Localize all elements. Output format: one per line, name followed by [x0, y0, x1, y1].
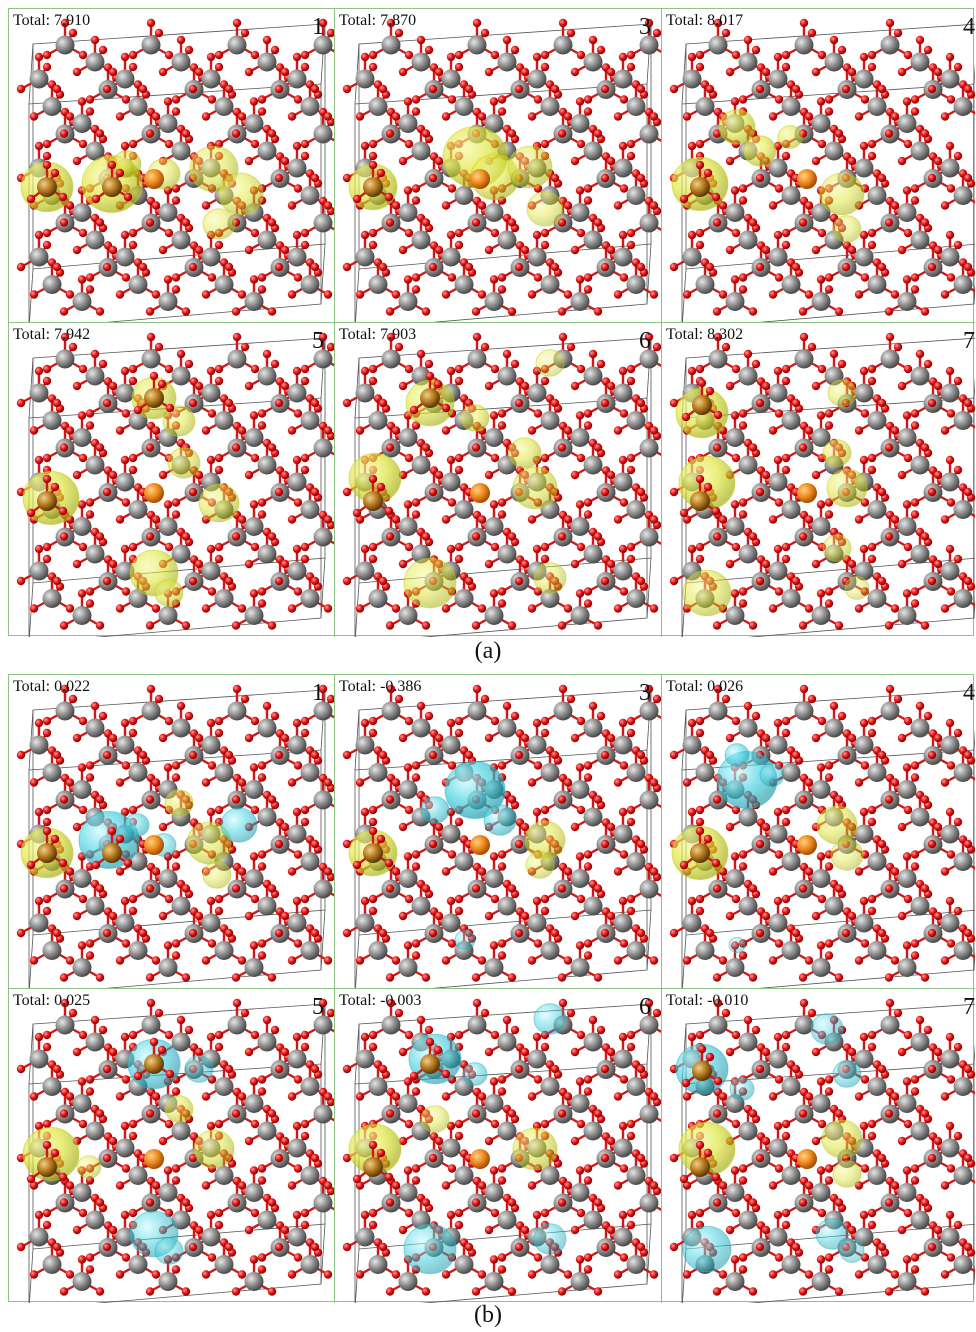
crystal-structure-diagram	[16, 998, 334, 1303]
crystal-structure-diagram	[16, 332, 334, 637]
structure-panel-7: Total: 8.302 7	[662, 323, 975, 637]
panel-number: 5	[312, 994, 324, 1020]
structure-panel-1: Total: 0.022 1	[9, 675, 335, 989]
crystal-structure-diagram	[16, 684, 334, 988]
total-charge-label: Total: 8.017	[666, 12, 744, 29]
total-charge-label: Total: 0.022	[13, 678, 91, 695]
crystal-structure-diagram	[342, 18, 661, 322]
crystal-structure-diagram	[669, 18, 975, 322]
crystal-structure-diagram	[669, 998, 975, 1303]
structure-panel-4: Total: 8.017 4	[662, 9, 975, 323]
caption-b: (b)	[474, 1302, 502, 1328]
panel-number: 7	[963, 328, 975, 354]
crystal-structure-diagram	[342, 998, 661, 1303]
panel-number: 3	[639, 680, 651, 706]
total-charge-label: Total: 7.942	[13, 326, 91, 343]
panel-number: 3	[639, 14, 651, 40]
panel-number: 6	[639, 994, 651, 1020]
panel-number: 4	[963, 680, 975, 706]
total-charge-label: Total: -0.010	[666, 992, 749, 1009]
structure-panel-3: Total: -0.386 3	[335, 675, 662, 989]
panel-number: 7	[963, 994, 975, 1020]
total-charge-label: Total: -0.003	[339, 992, 422, 1009]
panel-number: 1	[312, 680, 324, 706]
structure-panel-6: Total: 7.903 6	[335, 323, 662, 637]
caption-a: (a)	[474, 638, 502, 664]
panel-number: 4	[963, 14, 975, 40]
structure-panel-5: Total: 0.025 5	[9, 989, 335, 1303]
panel-number: 5	[312, 328, 324, 354]
panel-grid-b: Total: 0.022 1 Total: -0.386 3 Total: 0.026 4…	[8, 674, 975, 1303]
crystal-structure-diagram	[669, 684, 975, 988]
total-charge-label: Total: 8.302	[666, 326, 744, 343]
crystal-structure-diagram	[342, 332, 661, 637]
structure-panel-6: Total: -0.003 6	[335, 989, 662, 1303]
structure-panel-3: Total: 7.870 3	[335, 9, 662, 323]
total-charge-label: Total: -0.386	[339, 678, 422, 695]
crystal-structure-diagram	[16, 18, 334, 322]
total-charge-label: Total: 7.903	[339, 326, 417, 343]
crystal-structure-diagram	[669, 332, 975, 637]
structure-panel-1: Total: 7.910 1	[9, 9, 335, 323]
structure-panel-4: Total: 0.026 4	[662, 675, 975, 989]
panel-number: 6	[639, 328, 651, 354]
panel-grid-a: Total: 7.910 1 Total: 7.870 3 Total: 8.017 4 T…	[8, 8, 975, 637]
total-charge-label: Total: 0.026	[666, 678, 744, 695]
crystal-structure-diagram	[342, 684, 661, 988]
total-charge-label: Total: 0.025	[13, 992, 91, 1009]
total-charge-label: Total: 7.910	[13, 12, 91, 29]
total-charge-label: Total: 7.870	[339, 12, 417, 29]
structure-panel-7: Total: -0.010 7	[662, 989, 975, 1303]
panel-number: 1	[312, 14, 324, 40]
structure-panel-5: Total: 7.942 5	[9, 323, 335, 637]
